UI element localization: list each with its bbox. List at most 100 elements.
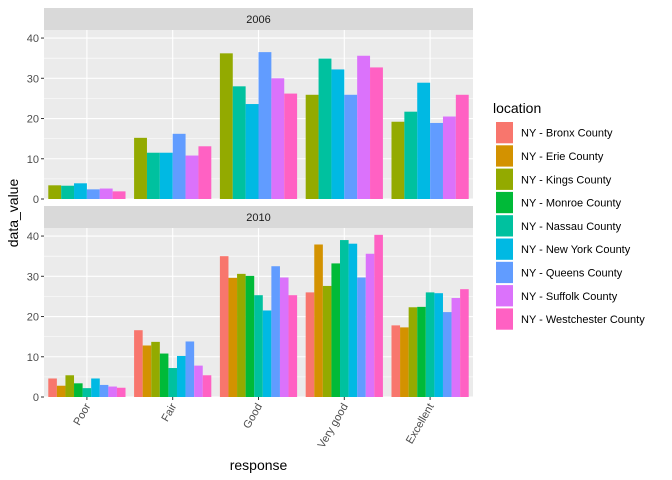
bars-top	[48, 52, 469, 200]
bar	[86, 189, 100, 199]
bar	[112, 191, 126, 199]
legend-label: NY - New York County	[521, 244, 631, 256]
x-tick-label: Poor	[71, 401, 93, 427]
bar	[245, 275, 255, 397]
bar	[455, 94, 469, 199]
bar	[425, 292, 435, 397]
bar	[357, 55, 371, 199]
strip-top	[44, 8, 473, 30]
y-tick-label: 0	[33, 194, 39, 206]
legend-key	[496, 122, 513, 144]
legend-label: NY - Nassau County	[521, 221, 622, 233]
legend-label: NY - Suffolk County	[521, 291, 618, 303]
x-tick-label: Excellent	[404, 402, 437, 447]
legend: location NY - Bronx County NY - Erie Coun…	[493, 100, 645, 330]
bar	[61, 185, 75, 199]
bar	[404, 111, 418, 199]
bar	[262, 310, 272, 397]
bar	[99, 188, 113, 199]
strip-bottom	[44, 206, 473, 228]
bar	[194, 365, 203, 397]
legend-label: NY - Kings County	[521, 174, 612, 186]
bar	[56, 385, 66, 397]
bar	[318, 58, 332, 199]
bar	[146, 152, 160, 199]
legend-key	[496, 308, 513, 330]
x-axis-ticks: Poor Fair Good Very good Excellent	[71, 397, 437, 450]
bar	[74, 383, 83, 397]
bar	[442, 116, 456, 199]
legend-key	[496, 215, 513, 237]
y-tick-label: 20	[27, 114, 39, 126]
bar	[417, 306, 426, 397]
strip-label-top: 2006	[246, 14, 270, 26]
bar	[374, 234, 383, 397]
bar	[185, 341, 195, 397]
legend-title: location	[493, 100, 541, 116]
bar	[417, 82, 431, 199]
bar	[271, 266, 280, 397]
bar	[391, 121, 405, 199]
legend-label: NY - Queens County	[521, 267, 623, 279]
legend-key	[496, 191, 513, 214]
y-tick-label: 10	[27, 154, 39, 166]
bar	[108, 386, 117, 397]
bar	[365, 253, 375, 397]
bar	[288, 295, 298, 397]
bar	[370, 67, 383, 200]
bar	[219, 53, 233, 199]
bar	[391, 325, 401, 397]
bar	[168, 368, 177, 397]
bar	[48, 185, 62, 199]
panel-bottom: 2010 0 10 20 30 40	[27, 206, 473, 404]
bar	[151, 341, 160, 397]
bar	[134, 137, 147, 199]
bar	[305, 292, 315, 397]
bar	[430, 122, 443, 199]
bar	[176, 355, 186, 397]
x-axis-title: response	[230, 457, 288, 473]
legend-key	[496, 168, 513, 190]
bar	[451, 298, 461, 397]
bar	[400, 327, 409, 397]
y-tick-label: 0	[33, 392, 39, 404]
bar	[434, 293, 443, 397]
bar	[331, 69, 345, 199]
bar	[48, 378, 57, 397]
bar	[159, 152, 173, 199]
bar	[219, 256, 229, 397]
bar	[348, 243, 358, 397]
y-ticks-top: 0 10 20 30 40	[27, 33, 44, 206]
legend-label: NY - Monroe County	[521, 198, 622, 210]
strip-label-bottom: 2010	[246, 212, 270, 224]
bar	[65, 375, 75, 397]
bar	[91, 378, 100, 397]
y-tick-label: 40	[27, 231, 39, 243]
bar	[279, 277, 289, 397]
bar	[159, 353, 169, 397]
y-tick-label: 30	[27, 73, 39, 85]
bar	[460, 289, 469, 397]
bar	[258, 52, 272, 199]
bar	[408, 307, 418, 397]
legend-key	[496, 261, 513, 284]
legend-label: NY - Bronx County	[521, 128, 613, 140]
legend-key	[496, 145, 513, 167]
bar	[202, 375, 212, 397]
bar	[82, 388, 92, 397]
bar	[305, 94, 319, 199]
bar	[284, 93, 298, 199]
y-tick-label: 20	[27, 312, 39, 324]
bar	[237, 273, 246, 397]
legend-label: NY - Westchester County	[521, 314, 645, 326]
y-ticks-bottom: 0 10 20 30 40	[27, 231, 44, 404]
bar	[134, 330, 143, 397]
y-tick-label: 30	[27, 271, 39, 283]
bar	[228, 277, 238, 397]
bar	[314, 244, 323, 397]
y-axis-title: data_value	[5, 179, 21, 248]
bar	[271, 78, 285, 199]
bar	[245, 104, 259, 199]
bar	[99, 384, 109, 397]
